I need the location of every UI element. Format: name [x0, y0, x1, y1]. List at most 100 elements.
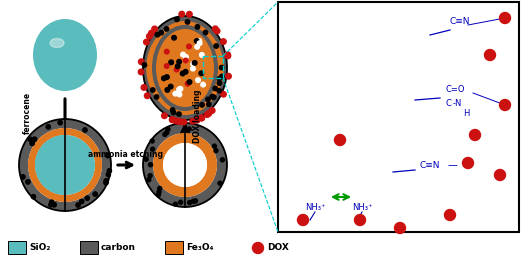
Wedge shape [143, 123, 185, 207]
Text: ammonia etching: ammonia etching [89, 150, 164, 159]
Circle shape [191, 62, 195, 66]
Circle shape [32, 138, 36, 142]
Circle shape [204, 112, 210, 117]
Bar [165, 241, 183, 254]
Circle shape [159, 31, 164, 35]
Circle shape [220, 158, 225, 162]
Ellipse shape [148, 21, 222, 115]
Ellipse shape [143, 16, 227, 120]
Circle shape [463, 157, 474, 168]
Ellipse shape [35, 135, 95, 195]
Circle shape [334, 135, 345, 146]
Circle shape [107, 169, 111, 173]
Text: Fe₃O₄: Fe₃O₄ [186, 243, 214, 252]
Circle shape [199, 115, 205, 121]
Wedge shape [35, 135, 65, 195]
Circle shape [169, 117, 175, 122]
Circle shape [200, 103, 204, 107]
Text: NH₃⁺: NH₃⁺ [352, 202, 372, 211]
Ellipse shape [146, 23, 224, 113]
Circle shape [469, 130, 480, 140]
Circle shape [194, 39, 199, 43]
Circle shape [80, 200, 84, 203]
Bar [8, 241, 26, 254]
Circle shape [176, 119, 181, 124]
Circle shape [158, 186, 162, 190]
Circle shape [173, 202, 178, 206]
Circle shape [165, 49, 169, 54]
Circle shape [148, 30, 154, 36]
Circle shape [76, 203, 80, 207]
Circle shape [104, 179, 108, 183]
Circle shape [217, 77, 221, 81]
Circle shape [494, 169, 505, 181]
Circle shape [213, 86, 217, 91]
Circle shape [169, 60, 173, 65]
Ellipse shape [156, 29, 214, 107]
Circle shape [52, 203, 56, 207]
Circle shape [196, 78, 200, 82]
Circle shape [213, 26, 218, 32]
Circle shape [185, 81, 190, 86]
Circle shape [21, 175, 25, 179]
Circle shape [394, 222, 405, 234]
Circle shape [163, 132, 167, 136]
Circle shape [21, 175, 25, 179]
Circle shape [192, 199, 195, 203]
Circle shape [178, 86, 183, 91]
Circle shape [165, 64, 169, 68]
Circle shape [93, 192, 97, 196]
Circle shape [33, 137, 36, 141]
Circle shape [212, 95, 216, 99]
Circle shape [52, 203, 56, 207]
Circle shape [214, 149, 218, 153]
Circle shape [175, 67, 179, 72]
Circle shape [220, 74, 224, 79]
Circle shape [219, 65, 224, 70]
Circle shape [104, 181, 108, 185]
Text: C=O: C=O [445, 85, 465, 94]
Text: NH₃⁺: NH₃⁺ [305, 202, 325, 211]
Circle shape [139, 59, 144, 65]
Circle shape [179, 11, 184, 17]
Circle shape [181, 52, 185, 57]
Text: —: — [448, 160, 458, 170]
Circle shape [213, 144, 216, 148]
Text: SiO₂: SiO₂ [29, 243, 51, 252]
Circle shape [155, 32, 159, 37]
Circle shape [150, 139, 154, 143]
Circle shape [188, 201, 192, 205]
Circle shape [214, 44, 218, 48]
Circle shape [148, 174, 152, 178]
Circle shape [485, 49, 495, 60]
Circle shape [170, 117, 175, 123]
Circle shape [201, 82, 205, 87]
Wedge shape [65, 128, 102, 202]
Ellipse shape [152, 25, 218, 111]
Circle shape [187, 80, 192, 84]
Circle shape [58, 121, 62, 125]
Circle shape [146, 34, 152, 39]
Text: ferrocene: ferrocene [22, 92, 31, 134]
Circle shape [183, 69, 188, 74]
Circle shape [166, 127, 170, 131]
Circle shape [106, 154, 110, 158]
Circle shape [185, 20, 190, 24]
Circle shape [26, 180, 30, 184]
Circle shape [200, 53, 204, 57]
Bar [80, 241, 98, 254]
Ellipse shape [161, 34, 209, 102]
Circle shape [157, 190, 161, 194]
Circle shape [197, 39, 202, 43]
Circle shape [46, 125, 51, 129]
Circle shape [444, 210, 455, 221]
Circle shape [85, 196, 89, 200]
Circle shape [107, 169, 111, 173]
Wedge shape [28, 128, 65, 202]
Wedge shape [19, 119, 65, 211]
Circle shape [210, 94, 215, 99]
Circle shape [225, 53, 231, 59]
Circle shape [83, 128, 87, 132]
Circle shape [165, 75, 169, 79]
Text: -N: -N [453, 99, 462, 109]
